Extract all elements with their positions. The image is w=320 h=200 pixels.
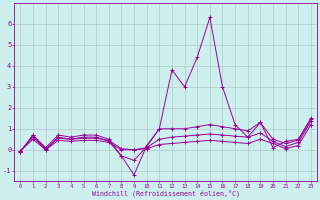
X-axis label: Windchill (Refroidissement éolien,°C): Windchill (Refroidissement éolien,°C)	[92, 190, 240, 197]
